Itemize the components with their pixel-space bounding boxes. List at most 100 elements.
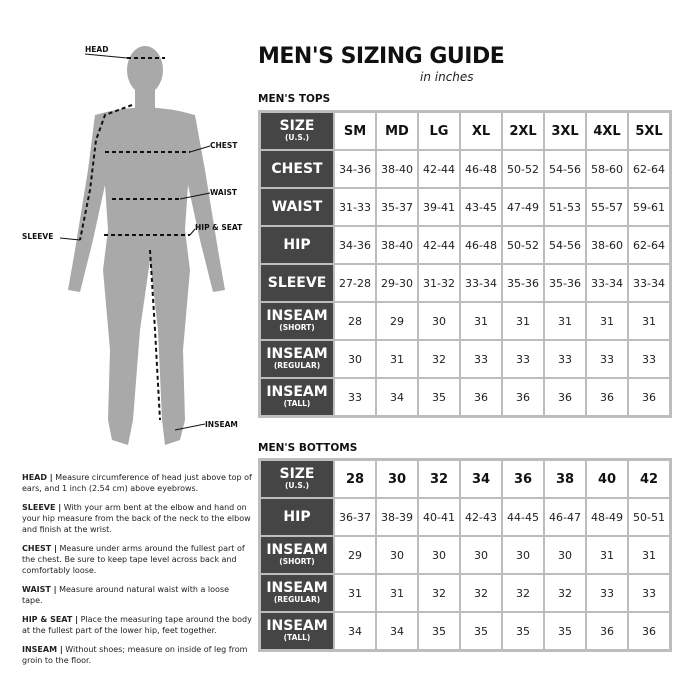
size-cell: 38 xyxy=(545,461,585,497)
table-row: INSEAM (TALL) 34 34 35 35 35 35 36 36 xyxy=(261,613,669,649)
value-cell: 36 xyxy=(587,379,627,415)
value-cell: 48-49 xyxy=(587,499,627,535)
value-cell: 35-36 xyxy=(503,265,543,301)
table-row: HIP 36-37 38-39 40-41 42-43 44-45 46-47 48-49 50… xyxy=(261,499,669,535)
value-cell: 32 xyxy=(419,575,459,611)
value-cell: 31 xyxy=(545,303,585,339)
row-label: INSEAM xyxy=(266,542,328,558)
value-cell: 34 xyxy=(335,613,375,649)
value-cell: 31 xyxy=(461,303,501,339)
table-row: SLEEVE 27-28 29-30 31-32 33-34 35-36 35-36 33-3… xyxy=(261,265,669,301)
value-cell: 31 xyxy=(629,537,669,573)
note-term: HEAD | xyxy=(22,473,53,482)
value-cell: 33 xyxy=(503,341,543,377)
row-label: SIZE xyxy=(279,466,315,482)
value-cell: 38-40 xyxy=(377,227,417,263)
note-term: HIP & SEAT | xyxy=(22,615,79,624)
note-text: Measure around natural waist with a loos… xyxy=(22,585,230,605)
value-cell: 36 xyxy=(587,613,627,649)
row-header: SIZE (U.S.) xyxy=(261,461,333,497)
note: INSEAM | Without shoes; measure on insid… xyxy=(22,644,252,666)
value-cell: 29-30 xyxy=(377,265,417,301)
value-cell: 39-41 xyxy=(419,189,459,225)
value-cell: 36-37 xyxy=(335,499,375,535)
row-label: INSEAM xyxy=(266,346,328,362)
row-header: INSEAM (TALL) xyxy=(261,379,333,415)
value-cell: 31-32 xyxy=(419,265,459,301)
value-cell: 34-36 xyxy=(335,227,375,263)
note: HEAD | Measure circumference of head jus… xyxy=(22,472,252,494)
value-cell: 33 xyxy=(587,341,627,377)
value-cell: 54-56 xyxy=(545,151,585,187)
note-term: SLEEVE | xyxy=(22,503,62,512)
label-sleeve: SLEEVE xyxy=(22,232,54,241)
size-cell: 32 xyxy=(419,461,459,497)
row-sublabel: (TALL) xyxy=(283,633,311,642)
value-cell: 35 xyxy=(461,613,501,649)
value-cell: 47-49 xyxy=(503,189,543,225)
note-term: CHEST | xyxy=(22,544,57,553)
value-cell: 31 xyxy=(377,575,417,611)
value-cell: 33-34 xyxy=(587,265,627,301)
value-cell: 33-34 xyxy=(629,265,669,301)
note: HIP & SEAT | Place the measuring tape ar… xyxy=(22,614,252,636)
table-row: HIP 34-36 38-40 42-44 46-48 50-52 54-56 38-60 62… xyxy=(261,227,669,263)
label-hip-seat: HIP & SEAT xyxy=(195,223,243,232)
value-cell: 35 xyxy=(419,613,459,649)
value-cell: 29 xyxy=(377,303,417,339)
row-label: HIP xyxy=(283,236,311,253)
row-label: INSEAM xyxy=(266,580,328,596)
value-cell: 46-48 xyxy=(461,151,501,187)
row-header: SIZE (U.S.) xyxy=(261,113,333,149)
value-cell: 35 xyxy=(503,613,543,649)
value-cell: 38-40 xyxy=(377,151,417,187)
value-cell: 35 xyxy=(419,379,459,415)
value-cell: 35 xyxy=(545,613,585,649)
value-cell: 59-61 xyxy=(629,189,669,225)
value-cell: 38-60 xyxy=(587,227,627,263)
value-cell: 32 xyxy=(419,341,459,377)
row-label: CHEST xyxy=(271,160,323,177)
value-cell: 29 xyxy=(335,537,375,573)
table-row: INSEAM (SHORT) 28 29 30 31 31 31 31 31 xyxy=(261,303,669,339)
value-cell: 31-33 xyxy=(335,189,375,225)
size-cell: 28 xyxy=(335,461,375,497)
row-label: HIP xyxy=(283,508,311,525)
row-sublabel: (REGULAR) xyxy=(273,361,321,370)
value-cell: 30 xyxy=(335,341,375,377)
row-label: INSEAM xyxy=(266,308,328,324)
label-chest: CHEST xyxy=(210,141,238,150)
row-sublabel: (SHORT) xyxy=(279,323,315,332)
value-cell: 31 xyxy=(335,575,375,611)
value-cell: 36 xyxy=(629,379,669,415)
row-label: WAIST xyxy=(271,198,323,215)
value-cell: 31 xyxy=(503,303,543,339)
value-cell: 42-44 xyxy=(419,227,459,263)
size-cell: 40 xyxy=(587,461,627,497)
value-cell: 32 xyxy=(545,575,585,611)
table-row: INSEAM (REGULAR) 31 31 32 32 32 32 33 33 xyxy=(261,575,669,611)
value-cell: 51-53 xyxy=(545,189,585,225)
value-cell: 27-28 xyxy=(335,265,375,301)
note-term: WAIST | xyxy=(22,585,57,594)
value-cell: 42-44 xyxy=(419,151,459,187)
value-cell: 28 xyxy=(335,303,375,339)
value-cell: 36 xyxy=(461,379,501,415)
row-sublabel: (U.S.) xyxy=(284,133,310,142)
row-header: CHEST xyxy=(261,151,333,187)
bottoms-heading: MEN'S BOTTOMS xyxy=(258,442,358,454)
value-cell: 58-60 xyxy=(587,151,627,187)
row-label: INSEAM xyxy=(266,618,328,634)
row-sublabel: (SHORT) xyxy=(279,557,315,566)
value-cell: 30 xyxy=(377,537,417,573)
size-cell: LG xyxy=(419,113,459,149)
value-cell: 30 xyxy=(419,537,459,573)
tops-heading: MEN'S TOPS xyxy=(258,93,331,105)
value-cell: 46-47 xyxy=(545,499,585,535)
value-cell: 54-56 xyxy=(545,227,585,263)
note-text: Measure under arms around the fullest pa… xyxy=(22,544,245,575)
table-row: INSEAM (TALL) 33 34 35 36 36 36 36 36 xyxy=(261,379,669,415)
size-cell: SM xyxy=(335,113,375,149)
table-row: WAIST 31-33 35-37 39-41 43-45 47-49 51-53 55-57… xyxy=(261,189,669,225)
value-cell: 36 xyxy=(503,379,543,415)
